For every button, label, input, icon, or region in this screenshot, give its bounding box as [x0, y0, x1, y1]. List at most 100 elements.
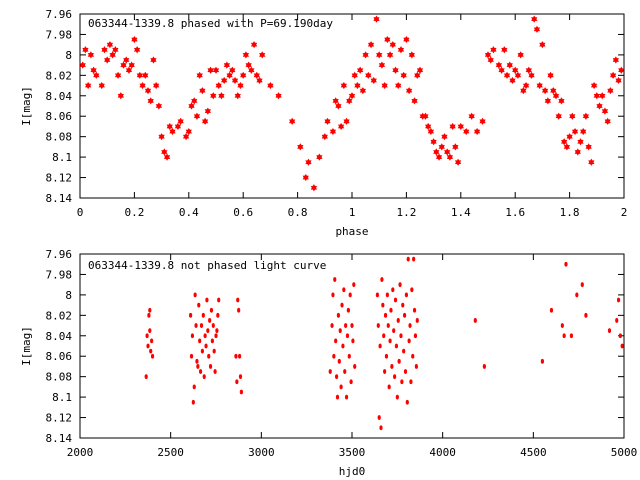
data-point: [335, 102, 342, 110]
data-point: [402, 348, 406, 354]
data-point: [599, 92, 606, 100]
data-point: [351, 71, 358, 79]
y-tick-label: 8.06: [46, 110, 73, 123]
data-point: [196, 364, 200, 369]
data-point: [163, 153, 171, 161]
y-tick-label: 8: [65, 49, 72, 62]
data-point: [289, 117, 296, 125]
data-point: [131, 35, 138, 44]
data-point: [569, 112, 576, 120]
x-tick-label: 4500: [520, 446, 547, 459]
data-point: [245, 61, 252, 69]
data-point: [522, 81, 530, 90]
data-point: [333, 277, 337, 282]
data-point: [207, 66, 214, 74]
data-point: [379, 425, 383, 431]
data-point: [392, 328, 396, 334]
data-point: [393, 374, 397, 380]
phased-light-curve-panel: 7.96 7.98 8 8.02 8.04 8.06 8.08 8.1 8.12 8.14 0 0.…: [20, 8, 627, 238]
phased-data-points: [79, 15, 625, 192]
unphased-y-axis-title: I[mag]: [20, 326, 33, 366]
data-point: [405, 399, 409, 405]
x-tick-label: 1.6: [505, 206, 525, 219]
data-point: [349, 379, 353, 385]
data-point: [574, 148, 581, 156]
data-point: [607, 328, 612, 334]
data-point: [338, 328, 342, 334]
data-point: [206, 328, 210, 334]
data-point: [377, 415, 381, 420]
data-point: [381, 302, 385, 308]
data-point: [411, 353, 415, 359]
data-point: [208, 318, 212, 323]
data-point: [412, 307, 417, 313]
data-point: [114, 71, 122, 79]
data-point: [525, 66, 532, 74]
data-point: [400, 379, 404, 385]
data-point: [512, 66, 519, 74]
data-point: [142, 71, 149, 79]
data-point: [112, 46, 119, 54]
data-point: [616, 297, 621, 303]
data-point: [473, 318, 477, 323]
data-point: [259, 51, 266, 59]
x-tick-label: 1.2: [396, 206, 416, 219]
data-point: [533, 25, 541, 33]
data-point: [329, 127, 337, 136]
data-point: [174, 122, 182, 131]
data-point: [562, 333, 566, 339]
data-point: [350, 323, 354, 328]
data-point: [411, 97, 418, 105]
data-point: [585, 143, 592, 151]
data-point: [514, 71, 522, 79]
unphased-x-tick-labels: 2000 2500 3000 3500 4000 4500 5000: [67, 446, 638, 459]
y-tick-label: 8.08: [46, 371, 73, 384]
data-point: [580, 282, 584, 288]
data-point: [620, 343, 624, 349]
data-point: [552, 92, 560, 100]
data-point: [149, 348, 153, 354]
y-tick-label: 8.06: [46, 350, 73, 363]
x-tick-label: 1: [349, 206, 356, 219]
data-point: [394, 343, 399, 349]
data-point: [334, 374, 339, 380]
data-point: [425, 122, 432, 131]
phased-axis-ticks: [79, 13, 625, 199]
data-point: [580, 127, 587, 136]
data-point: [449, 122, 456, 131]
data-point: [237, 353, 242, 359]
data-point: [231, 76, 239, 85]
data-point: [209, 307, 214, 313]
y-tick-label: 7.98: [46, 28, 73, 41]
data-point: [393, 297, 398, 303]
data-point: [593, 92, 600, 100]
x-tick-label: 0: [77, 206, 84, 219]
data-point: [153, 81, 160, 90]
data-point: [200, 348, 204, 354]
data-point: [330, 323, 334, 328]
data-point: [362, 51, 369, 59]
data-point: [615, 76, 622, 85]
data-point: [346, 307, 350, 313]
data-point: [509, 76, 516, 85]
data-point: [316, 153, 323, 161]
data-point: [344, 323, 348, 328]
data-point: [343, 117, 350, 125]
data-point: [590, 81, 598, 90]
data-point: [195, 358, 199, 364]
data-point: [348, 92, 356, 100]
unphased-data-points: [144, 256, 624, 431]
y-tick-label: 8.14: [46, 192, 73, 205]
data-point: [457, 122, 464, 131]
data-point: [400, 71, 407, 79]
data-point: [391, 287, 395, 293]
data-point: [229, 66, 236, 74]
data-point: [413, 333, 418, 339]
unphased-x-axis-title: hjd0: [339, 465, 366, 478]
data-point: [250, 41, 258, 49]
y-tick-label: 8.12: [46, 172, 73, 185]
data-point: [375, 292, 379, 298]
data-point: [544, 97, 551, 105]
data-point: [397, 358, 401, 364]
data-point: [474, 127, 481, 136]
